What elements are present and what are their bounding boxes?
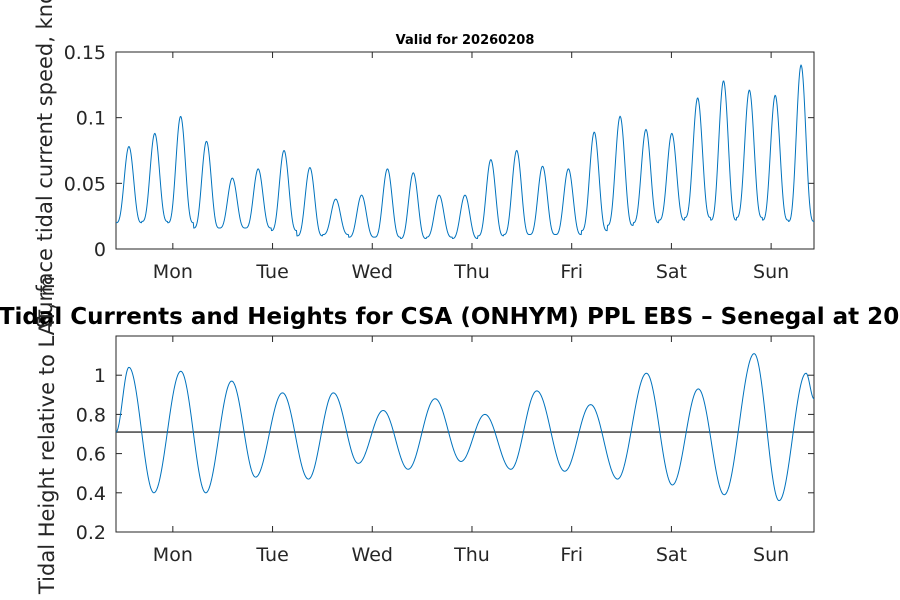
y-tick-label: 0.05	[64, 173, 106, 195]
current-chart-title: Valid for 20260208	[396, 33, 535, 48]
x-tick-label: Wed	[352, 261, 393, 283]
y-tick-label: 0	[94, 239, 106, 261]
current-speed-line	[115, 64, 815, 240]
tidal-height-chart: Tidal Currents and Heights for CSA (ONHY…	[0, 276, 900, 595]
tidal-height-line	[115, 353, 815, 502]
height-chart-title: Tidal Currents and Heights for CSA (ONHY…	[0, 304, 900, 330]
current-y-axis-label: Surface tidal current speed, knots	[33, 0, 57, 328]
y-tick-label: 0.2	[76, 522, 106, 544]
y-tick-label: 0.1	[76, 108, 106, 130]
y-tick-label: 1	[94, 365, 106, 387]
x-tick-label: Fri	[560, 544, 583, 566]
current-plot-area	[115, 51, 815, 250]
height-y-axis-label: Tidal Height relative to LAT, m	[35, 276, 59, 595]
x-tick-label: Sat	[656, 544, 687, 566]
x-tick-label: Tue	[255, 544, 288, 566]
current-speed-chart: Valid for 20260208 Surface tidal current…	[33, 0, 815, 328]
height-plot-area	[115, 335, 815, 533]
x-tick-label: Tue	[255, 261, 288, 283]
y-tick-label: 0.8	[76, 404, 106, 426]
x-tick-label: Thu	[453, 544, 490, 566]
x-tick-label: Wed	[352, 544, 393, 566]
y-tick-label: 0.15	[64, 42, 106, 64]
y-tick-label: 0.4	[76, 483, 106, 505]
y-tick-label: 0.6	[76, 444, 106, 466]
x-tick-label: Sun	[753, 544, 789, 566]
x-tick-label: Mon	[153, 261, 193, 283]
x-tick-label: Sat	[656, 261, 687, 283]
x-tick-label: Fri	[560, 261, 583, 283]
x-tick-label: Sun	[753, 261, 789, 283]
x-tick-label: Mon	[153, 544, 193, 566]
x-tick-label: Thu	[453, 261, 490, 283]
